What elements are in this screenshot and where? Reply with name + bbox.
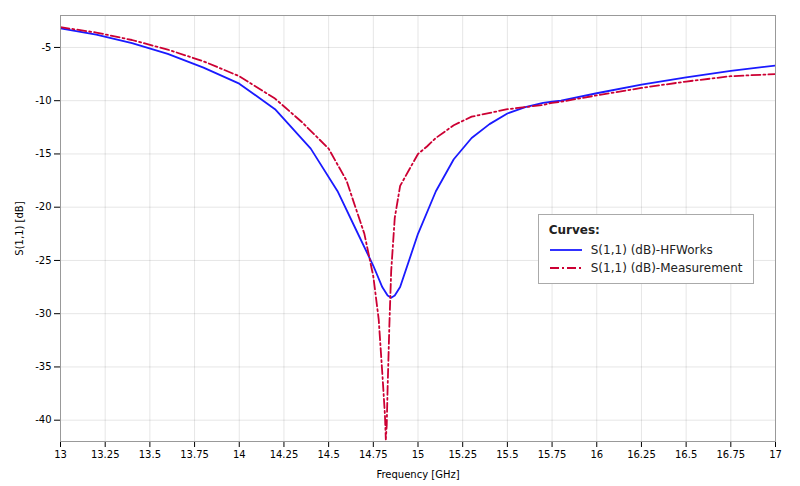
svg-text:16.75: 16.75 xyxy=(716,449,745,460)
svg-text:-5: -5 xyxy=(42,42,52,53)
svg-text:15.5: 15.5 xyxy=(496,449,518,460)
svg-text:14.25: 14.25 xyxy=(270,449,299,460)
svg-text:13.75: 13.75 xyxy=(180,449,209,460)
svg-text:13.25: 13.25 xyxy=(91,449,120,460)
svg-text:-20: -20 xyxy=(35,201,51,212)
svg-text:-15: -15 xyxy=(35,148,51,159)
svg-text:15.75: 15.75 xyxy=(538,449,567,460)
svg-text:14: 14 xyxy=(233,449,246,460)
svg-text:-30: -30 xyxy=(35,308,51,319)
svg-text:17: 17 xyxy=(769,449,782,460)
svg-text:-35: -35 xyxy=(35,361,51,372)
svg-text:13: 13 xyxy=(54,449,67,460)
svg-text:S(1,1) [dB]: S(1,1) [dB] xyxy=(14,201,25,255)
svg-text:13.5: 13.5 xyxy=(139,449,161,460)
html-text:Curves:: Curves: xyxy=(548,223,600,238)
svg-text:15: 15 xyxy=(412,449,425,460)
svg-text:14.75: 14.75 xyxy=(359,449,388,460)
svg-text:15.25: 15.25 xyxy=(448,449,477,460)
svg-text:16.25: 16.25 xyxy=(627,449,656,460)
svg-text:14.5: 14.5 xyxy=(317,449,339,460)
html-text:S(1,1) (dB)-Measurement: S(1,1) (dB)-Measurement xyxy=(590,261,743,276)
svg-text:-40: -40 xyxy=(35,414,51,425)
svg-text:16.5: 16.5 xyxy=(675,449,697,460)
svg-text:-25: -25 xyxy=(35,255,51,266)
html-text:S(1,1) (dB)-HFWorks: S(1,1) (dB)-HFWorks xyxy=(590,243,713,258)
svg-text:16: 16 xyxy=(590,449,603,460)
svg-text:Frequency [GHz]: Frequency [GHz] xyxy=(376,469,459,480)
svg-text:-10: -10 xyxy=(35,95,51,106)
